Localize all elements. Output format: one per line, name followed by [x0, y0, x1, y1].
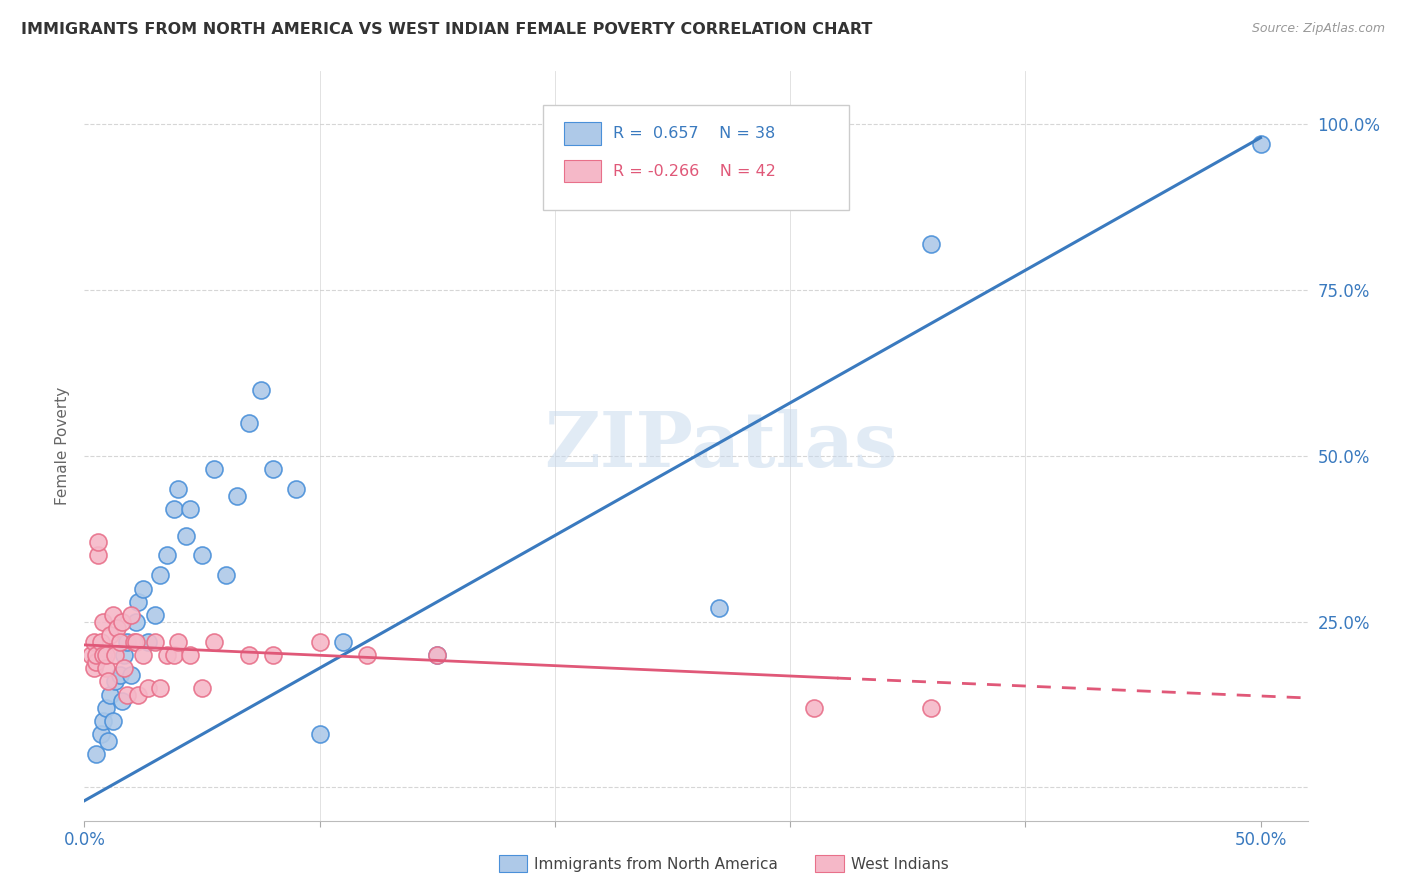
- Point: [108, 634, 131, 648]
- Point: [920, 236, 942, 251]
- Point: [308, 727, 330, 741]
- Point: [174, 528, 197, 542]
- Text: ZIPatlas: ZIPatlas: [544, 409, 897, 483]
- Point: [101, 608, 124, 623]
- Point: [167, 634, 190, 648]
- Point: [115, 634, 138, 648]
- Point: [238, 648, 260, 662]
- Point: [149, 568, 172, 582]
- Point: [214, 568, 236, 582]
- Point: [94, 648, 117, 662]
- Point: [136, 634, 159, 648]
- Point: [332, 634, 354, 648]
- Point: [163, 648, 186, 662]
- Point: [249, 383, 271, 397]
- Point: [80, 648, 103, 662]
- Text: R =  0.657    N = 38: R = 0.657 N = 38: [613, 126, 775, 141]
- Point: [285, 482, 308, 496]
- Point: [136, 681, 159, 695]
- Point: [920, 701, 942, 715]
- Point: [202, 462, 225, 476]
- Point: [87, 535, 110, 549]
- Point: [156, 549, 179, 563]
- Point: [125, 615, 148, 629]
- Point: [105, 621, 128, 635]
- Text: Immigrants from North America: Immigrants from North America: [534, 857, 778, 871]
- FancyBboxPatch shape: [564, 160, 600, 182]
- Point: [120, 667, 142, 681]
- Point: [112, 648, 135, 662]
- Point: [1250, 137, 1272, 152]
- Text: Source: ZipAtlas.com: Source: ZipAtlas.com: [1251, 22, 1385, 36]
- Point: [111, 615, 134, 629]
- Point: [84, 655, 107, 669]
- Point: [167, 482, 190, 496]
- Point: [98, 628, 121, 642]
- Point: [83, 634, 105, 648]
- Text: IMMIGRANTS FROM NORTH AMERICA VS WEST INDIAN FEMALE POVERTY CORRELATION CHART: IMMIGRANTS FROM NORTH AMERICA VS WEST IN…: [21, 22, 873, 37]
- Point: [91, 648, 114, 662]
- Point: [156, 648, 179, 662]
- Point: [83, 661, 105, 675]
- Point: [115, 688, 138, 702]
- Point: [125, 634, 148, 648]
- Point: [127, 688, 149, 702]
- Point: [262, 462, 284, 476]
- Point: [87, 549, 110, 563]
- Point: [179, 648, 201, 662]
- Point: [108, 667, 131, 681]
- Point: [97, 734, 120, 748]
- Point: [191, 681, 214, 695]
- Point: [426, 648, 449, 662]
- Point: [122, 634, 145, 648]
- Point: [202, 634, 225, 648]
- Point: [127, 595, 149, 609]
- Point: [97, 674, 120, 689]
- Point: [132, 582, 155, 596]
- Text: R = -0.266    N = 42: R = -0.266 N = 42: [613, 163, 776, 178]
- Point: [84, 747, 107, 762]
- Point: [149, 681, 172, 695]
- Point: [356, 648, 378, 662]
- Point: [179, 502, 201, 516]
- Point: [91, 714, 114, 728]
- Point: [94, 661, 117, 675]
- Point: [132, 648, 155, 662]
- Point: [90, 727, 112, 741]
- FancyBboxPatch shape: [543, 105, 849, 210]
- Point: [101, 714, 124, 728]
- Point: [91, 615, 114, 629]
- Point: [104, 648, 127, 662]
- Point: [90, 634, 112, 648]
- Point: [238, 416, 260, 430]
- Point: [803, 701, 825, 715]
- Point: [163, 502, 186, 516]
- Point: [262, 648, 284, 662]
- Point: [226, 489, 249, 503]
- Text: West Indians: West Indians: [851, 857, 949, 871]
- Point: [426, 648, 449, 662]
- Point: [112, 661, 135, 675]
- Point: [120, 608, 142, 623]
- Point: [98, 688, 121, 702]
- Point: [143, 608, 166, 623]
- Y-axis label: Female Poverty: Female Poverty: [55, 387, 70, 505]
- Point: [191, 549, 214, 563]
- Point: [709, 601, 731, 615]
- Point: [104, 674, 127, 689]
- Point: [84, 648, 107, 662]
- Point: [308, 634, 330, 648]
- Point: [94, 701, 117, 715]
- FancyBboxPatch shape: [564, 122, 600, 145]
- Point: [111, 694, 134, 708]
- Point: [143, 634, 166, 648]
